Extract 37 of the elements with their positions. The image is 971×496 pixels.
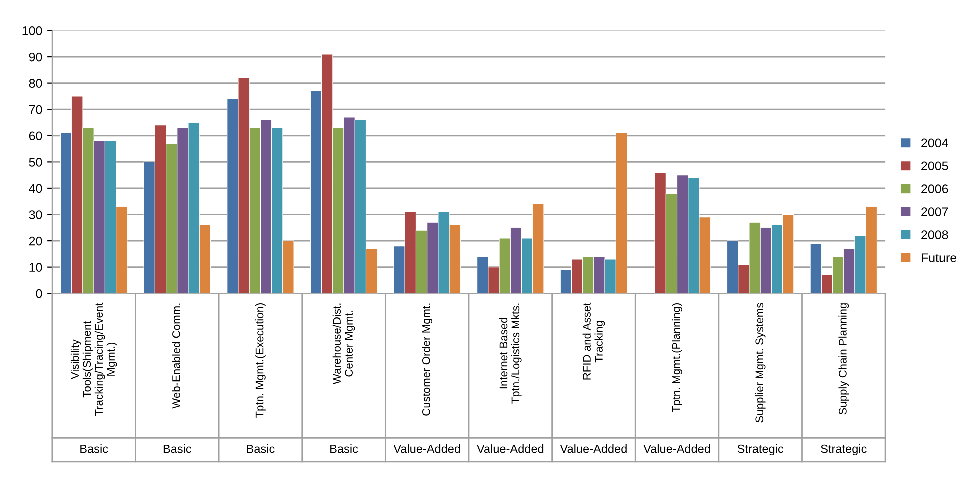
text: Basic [164, 444, 192, 454]
legend-label: 2007 [922, 208, 948, 216]
text: Value-Added [394, 444, 460, 454]
x-tick-label: Warehouse/Dist. Center Mgmt. [332, 304, 356, 384]
x-tick-label: Visibility Tools(Shipment Tracking/Tracing/Event Mgmt.) [70, 302, 118, 416]
text: Strategic [821, 444, 867, 456]
legend-label: Future [922, 254, 957, 262]
x-tick-label: Web-Enabled Comm. [172, 304, 180, 409]
x-tick-label: Tptn. Mgmt.(Execution) [256, 304, 266, 418]
text: Value-Added [644, 444, 710, 454]
y-tick-label: 0 [36, 289, 42, 298]
y-tick-label: 50 [29, 158, 42, 167]
text: Basic [80, 444, 108, 454]
legend-label: 2004 [922, 138, 948, 148]
y-tick-label: 20 [29, 236, 42, 246]
y-tick-label: 70 [29, 105, 42, 114]
y-tick-label: 90 [29, 52, 42, 62]
text: Value-Added [560, 444, 627, 454]
y-tick-label: 10 [30, 263, 42, 272]
x-tick-label: Supplier Mgmt. Systems [755, 303, 766, 423]
x-tick-label: Customer Order Mgmt. [422, 304, 433, 416]
x-tick-label: RFID and Asset Tracking [582, 302, 606, 380]
y-tick-label: 100 [22, 26, 42, 36]
x-tick-label: Internet Based Tptn./Logistics Mkts. [499, 304, 522, 404]
x-tick-label: Tptn. Mgmt.(Planning) [672, 304, 682, 412]
y-tick-label: 40 [29, 184, 42, 194]
y-tick-label: 80 [29, 79, 42, 88]
text: Basic [330, 444, 358, 454]
legend-label: 2008 [922, 230, 948, 240]
y-tick-label: 60 [29, 132, 42, 141]
text: Basic [247, 444, 275, 454]
text: Value-Added [477, 444, 544, 454]
y-tick-label: 30 [29, 210, 42, 220]
legend-label: 2005 [922, 162, 948, 171]
x-tick-label: Supply Chain Planning [838, 304, 850, 415]
legend-label: 2006 [922, 184, 948, 194]
text: Strategic [738, 444, 784, 456]
